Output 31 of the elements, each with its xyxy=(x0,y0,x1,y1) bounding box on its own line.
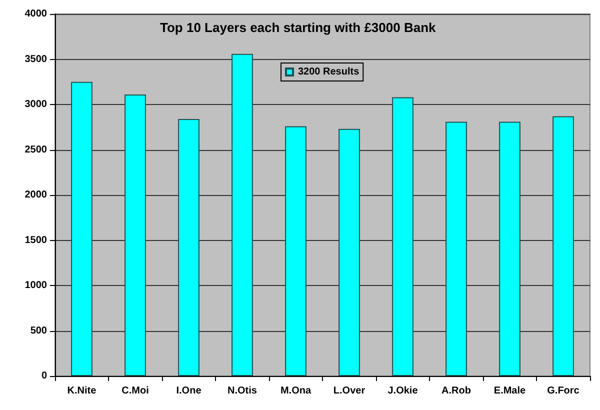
x-tick-label: K.Nite xyxy=(67,386,97,396)
bar xyxy=(552,116,574,376)
x-tick-label: M.Ona xyxy=(280,386,312,396)
y-tick-label: 0 xyxy=(41,370,48,382)
bar xyxy=(392,97,414,376)
x-tick-label: C.Moi xyxy=(122,386,150,396)
x-tick-label: J.Okie xyxy=(388,386,418,396)
bar xyxy=(178,118,200,376)
bar xyxy=(232,54,253,376)
x-tick-label: I.One xyxy=(176,386,202,396)
y-tick-label: 2500 xyxy=(24,144,48,156)
y-tick-label: 1500 xyxy=(24,234,48,246)
y-tick-label: 500 xyxy=(30,325,48,336)
y-tick-label: 1000 xyxy=(24,280,48,291)
bar xyxy=(124,94,146,376)
bar xyxy=(499,122,520,376)
bar xyxy=(71,82,92,376)
x-tick-label: L.Over xyxy=(333,386,366,396)
x-tick-label: G.Forc xyxy=(547,386,580,396)
y-tick-label: 3500 xyxy=(24,54,48,65)
y-tick-label: 2000 xyxy=(24,190,48,200)
y-tick-label: 3000 xyxy=(24,99,48,110)
x-tick-label: E.Male xyxy=(494,386,526,396)
y-tick-label: 4000 xyxy=(24,8,48,20)
bar xyxy=(446,122,467,376)
bar xyxy=(285,126,306,376)
x-tick-label: N.Otis xyxy=(228,386,258,396)
text: Top 10 Layers each starting with £3000 Bank xyxy=(160,20,437,35)
x-tick-label: A.Rob xyxy=(442,386,471,396)
legend-label: 3200 Results xyxy=(298,66,360,78)
bar xyxy=(338,128,360,376)
